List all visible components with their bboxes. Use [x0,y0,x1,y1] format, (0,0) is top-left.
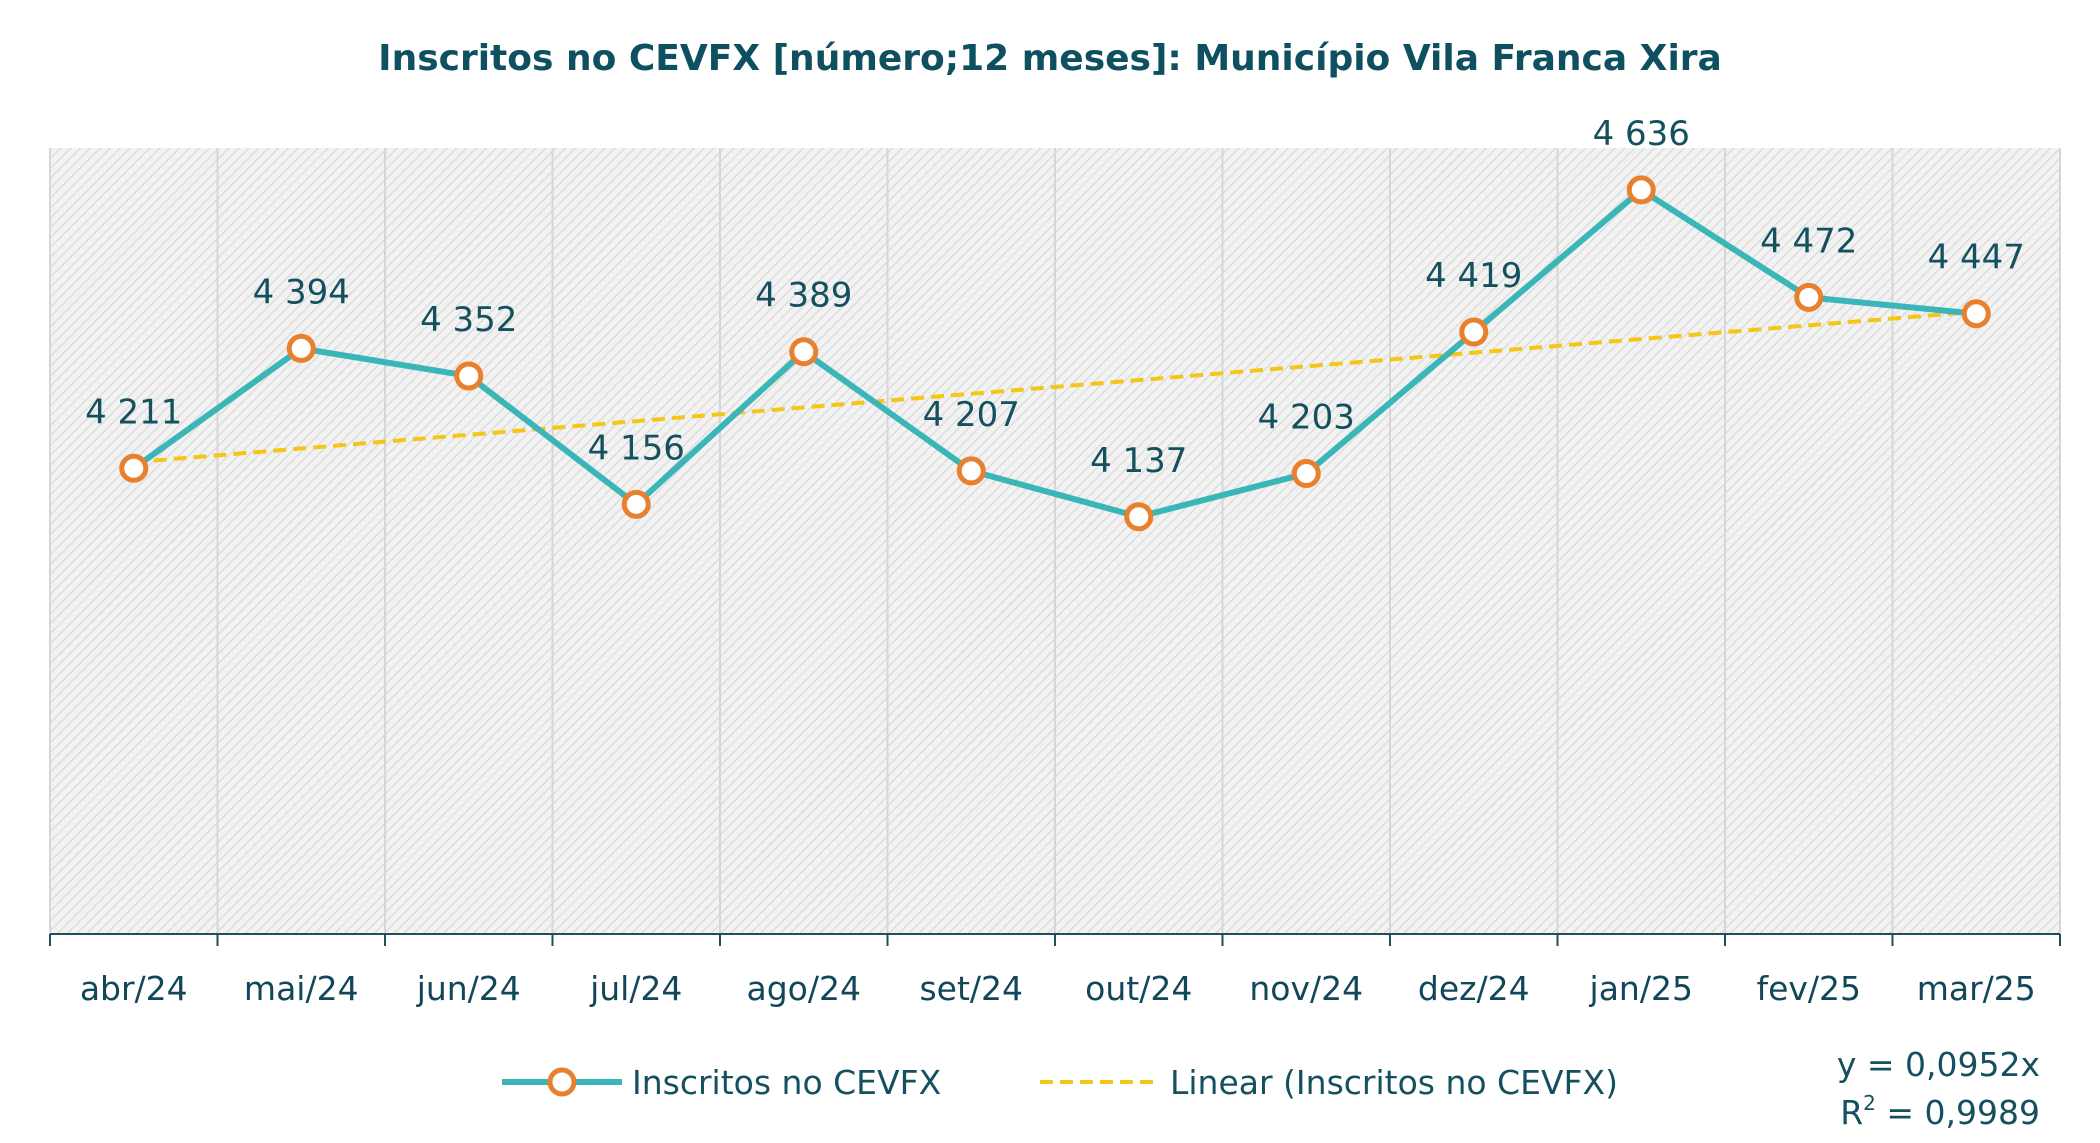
x-tick-label: mar/25 [1917,969,2036,1008]
series-markers [119,175,1991,532]
x-tick-label: jul/24 [589,969,682,1008]
data-label: 4 472 [1760,221,1857,261]
data-label: 4 447 [1928,238,2025,278]
data-label: 4 203 [1258,398,1355,438]
data-point [1459,317,1489,347]
gridlines [49,148,2061,934]
legend-series-label: Inscritos no CEVFX [632,1063,941,1102]
data-label: 4 636 [1593,114,1690,154]
trendline-equation: y = 0,0952x [1837,1045,2040,1084]
x-tick-label: dez/24 [1418,969,1530,1008]
data-point [454,361,484,391]
chart-title: Inscritos no CEVFX [número;12 meses]: Mu… [378,38,1722,79]
data-label: 4 211 [85,392,182,432]
x-axis-labels: abr/24 mai/24 jun/24 jul/24 ago/24 set/24 out/… [80,969,2036,1008]
data-point [1794,282,1824,312]
data-point [789,337,819,367]
data-point [1961,299,1991,329]
x-tick-label: nov/24 [1249,969,1363,1008]
legend-series-marker [547,1067,577,1097]
data-point [119,453,149,483]
data-label: 4 352 [420,300,517,340]
data-point [286,333,316,363]
data-point [956,456,986,486]
trendline-r-squared: R2 = 0,9989 [1840,1091,2040,1132]
trendline [133,309,1977,465]
legend-trendline-label: Linear (Inscritos no CEVFX) [1170,1063,1618,1102]
x-tick-label: jun/24 [416,969,521,1008]
data-label: 4 394 [253,272,350,312]
data-label: 4 207 [923,395,1020,435]
data-point [1626,175,1656,205]
data-label: 4 156 [588,428,685,468]
data-label: 4 419 [1425,256,1522,296]
x-tick-label: fev/25 [1756,969,1861,1008]
data-label: 4 389 [755,276,852,316]
x-tick-label: jan/25 [1589,969,1693,1008]
data-point [1124,502,1154,532]
x-axis-ticks [49,934,2061,946]
data-point [621,489,651,519]
data-point [1291,459,1321,489]
data-labels: 4 211 4 394 4 352 4 156 4 389 4 207 4 137 4 203… [85,114,2025,481]
data-label: 4 137 [1090,441,1187,481]
x-tick-label: ago/24 [747,969,861,1008]
x-tick-label: abr/24 [80,969,188,1008]
x-tick-label: out/24 [1085,969,1192,1008]
legend: Inscritos no CEVFX Linear (Inscritos no … [502,1063,1618,1102]
x-tick-label: mai/24 [244,969,359,1008]
x-tick-label: set/24 [919,969,1023,1008]
series-line [132,186,1977,520]
